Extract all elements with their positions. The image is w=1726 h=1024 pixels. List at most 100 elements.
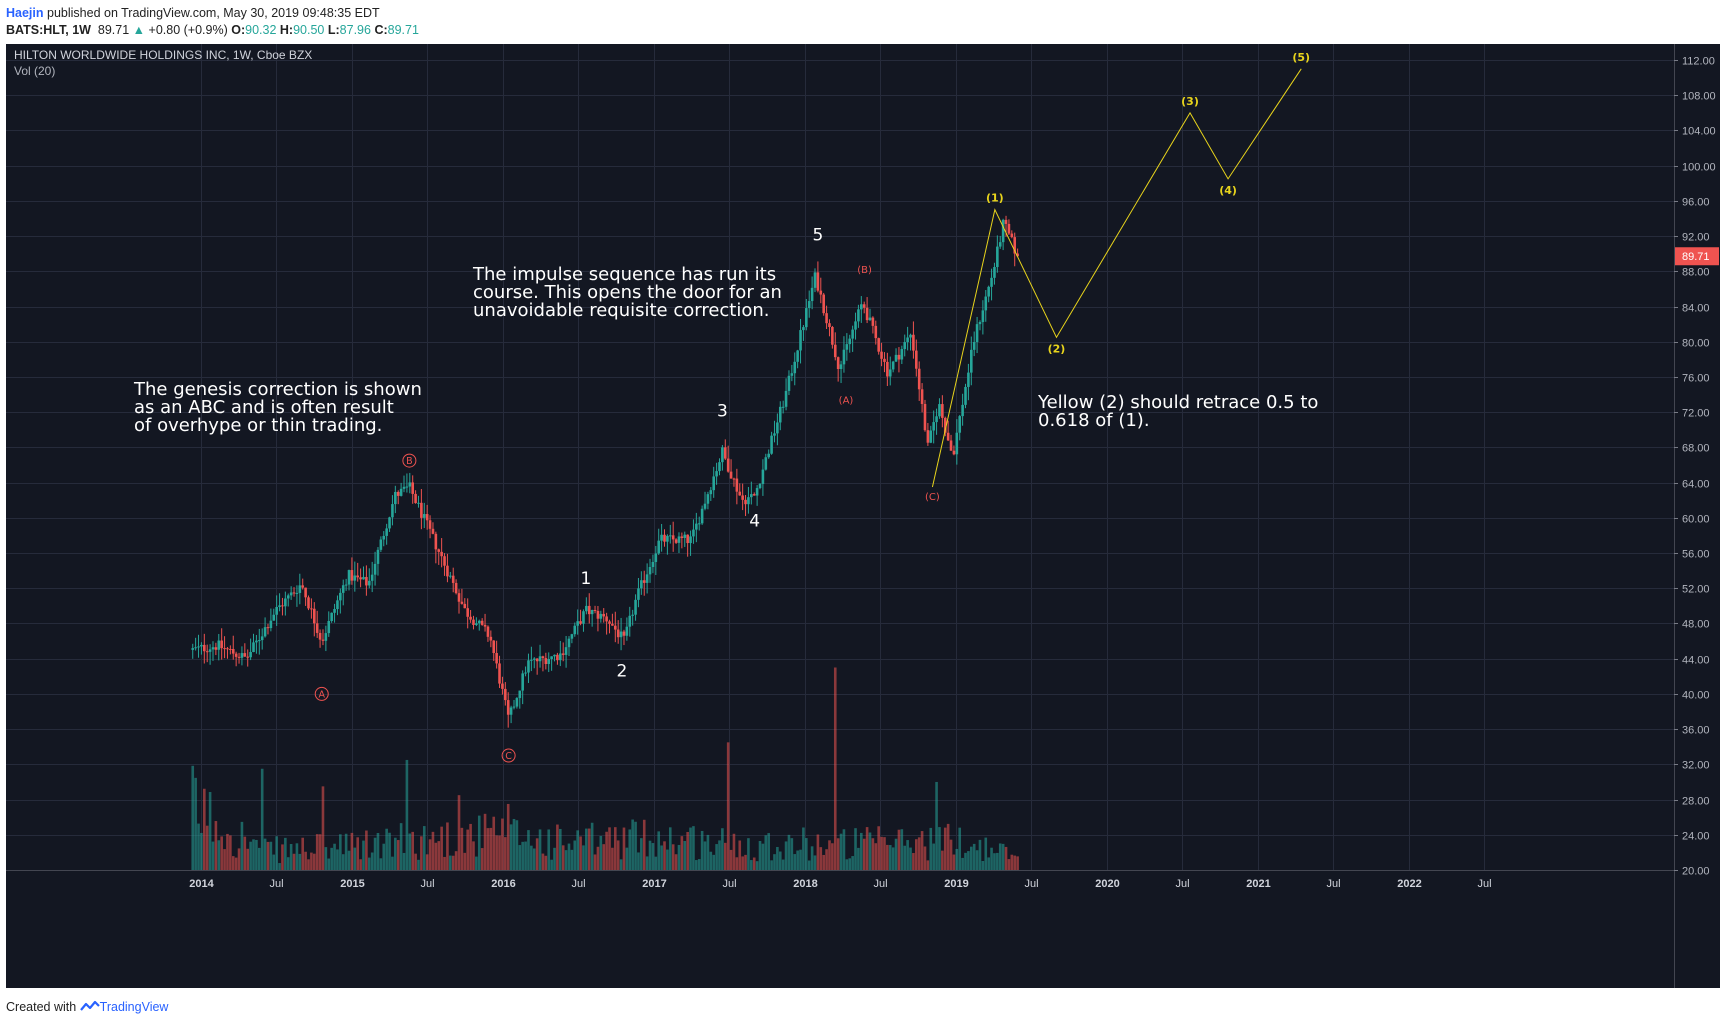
volume-bar: [269, 841, 273, 878]
volume-bar: [833, 667, 837, 878]
volume-bar: [362, 840, 365, 878]
chart-panel[interactable]: 112.00 108.00 104.00 100.00 96.00 92.00 88.00 8…: [6, 44, 1720, 988]
candle-body: [339, 592, 342, 601]
candle-body: [1013, 237, 1017, 254]
y-tick-label: 52.00: [1682, 584, 1710, 596]
volume-bar: [807, 860, 811, 878]
x-tick-label: Jul: [571, 878, 585, 890]
symbol-label: BATS:HLT, 1W: [6, 23, 91, 37]
volume-bar: [848, 858, 852, 878]
candle-body: [784, 390, 788, 407]
abc-circled-labels: A B C: [314, 453, 516, 763]
y-tick-label: 104.00: [1682, 126, 1716, 138]
volume-bar: [695, 860, 698, 878]
candle-body: [654, 553, 658, 562]
y-axis: 112.00 108.00 104.00 100.00 96.00 92.00 88.00 8…: [1674, 44, 1720, 988]
candle-body: [561, 653, 565, 655]
candle-body: [978, 322, 982, 325]
yellow-note-line: 0.618 of (1).: [1038, 410, 1150, 431]
volume-bar: [234, 857, 238, 878]
volume-bar: [223, 849, 226, 878]
candle-body: [518, 690, 522, 699]
wave-label: 5: [812, 225, 823, 245]
candle-body: [367, 580, 371, 586]
candle-body: [616, 629, 620, 638]
volume-bar: [1004, 846, 1008, 878]
volume-bar: [648, 840, 652, 878]
candle-body: [805, 308, 808, 328]
y-tick-label: 64.00: [1682, 479, 1710, 491]
candle-body: [451, 575, 455, 583]
candle-body: [773, 433, 776, 436]
volume-bar: [764, 835, 768, 878]
candle-body: [625, 626, 629, 636]
volume-bar: [501, 818, 504, 878]
candle-body: [564, 647, 568, 655]
candle-body: [845, 344, 849, 350]
candle-body: [596, 610, 600, 619]
volume-bar: [651, 843, 655, 878]
candle-body: [396, 491, 400, 496]
volume-bar: [949, 839, 953, 878]
candle-body: [706, 494, 710, 504]
projection-label: (4): [1219, 184, 1237, 197]
y-tick-label: 72.00: [1682, 408, 1710, 420]
candle-body: [868, 317, 872, 321]
volume-bar: [382, 843, 386, 878]
candle-body: [1004, 219, 1008, 224]
candle-body: [240, 653, 244, 658]
y-tick-label: 44.00: [1682, 655, 1710, 667]
volume-bar: [654, 856, 658, 878]
candle-body: [226, 648, 229, 650]
volume-bar: [579, 836, 582, 878]
candle-body: [582, 611, 585, 624]
volume-bar: [370, 852, 374, 878]
volume-bar: [776, 846, 779, 878]
volume-bar: [938, 827, 941, 878]
abc-label: C: [505, 751, 512, 762]
volume-bar: [998, 843, 1002, 878]
volume-bar: [660, 845, 663, 878]
candle-body: [611, 623, 614, 626]
volume-bar: [909, 847, 912, 878]
volume-bar: [550, 859, 553, 878]
volume-bar: [582, 845, 585, 878]
candle-body: [744, 499, 747, 505]
volume-bar: [958, 827, 962, 878]
volume-bar: [961, 857, 964, 878]
candle-body: [923, 403, 927, 431]
volume-bar: [333, 843, 336, 878]
volume-bar: [906, 840, 909, 878]
candle-body: [466, 608, 469, 617]
wave-label: 3: [717, 402, 728, 422]
candle-body: [668, 535, 672, 537]
candle-body: [200, 644, 203, 647]
candle-body: [883, 358, 886, 362]
y-tick-label: 76.00: [1682, 373, 1710, 385]
volume-bar: [310, 852, 313, 878]
candle-body: [941, 404, 944, 418]
candle-body: [492, 640, 496, 654]
x-tick-label: Jul: [420, 878, 434, 890]
volume-bar: [822, 854, 825, 878]
candle-body: [559, 653, 562, 661]
author-link[interactable]: Haejin: [6, 6, 44, 20]
candle-body: [886, 361, 889, 377]
tradingview-link[interactable]: TradingView: [99, 1000, 169, 1014]
candle-body: [790, 373, 794, 376]
volume-bar: [773, 854, 776, 878]
volume-bar: [466, 829, 469, 878]
volume-bar: [396, 840, 400, 878]
volume-bar: [637, 852, 640, 878]
price-chart[interactable]: 112.00 108.00 104.00 100.00 96.00 92.00 88.00 8…: [6, 44, 1720, 988]
header-bar: Haejin published on TradingView.com, May…: [0, 0, 1726, 44]
volume-bar: [318, 834, 322, 878]
candle-body: [385, 528, 388, 536]
volume-bar: [350, 832, 354, 878]
volume-bar: [304, 851, 307, 878]
volume-bar: [373, 837, 377, 878]
volume-bar: [385, 828, 388, 878]
genesis-note-line: The genesis correction is shown: [133, 379, 422, 400]
candle-body: [310, 608, 313, 610]
candle-body: [205, 651, 209, 653]
